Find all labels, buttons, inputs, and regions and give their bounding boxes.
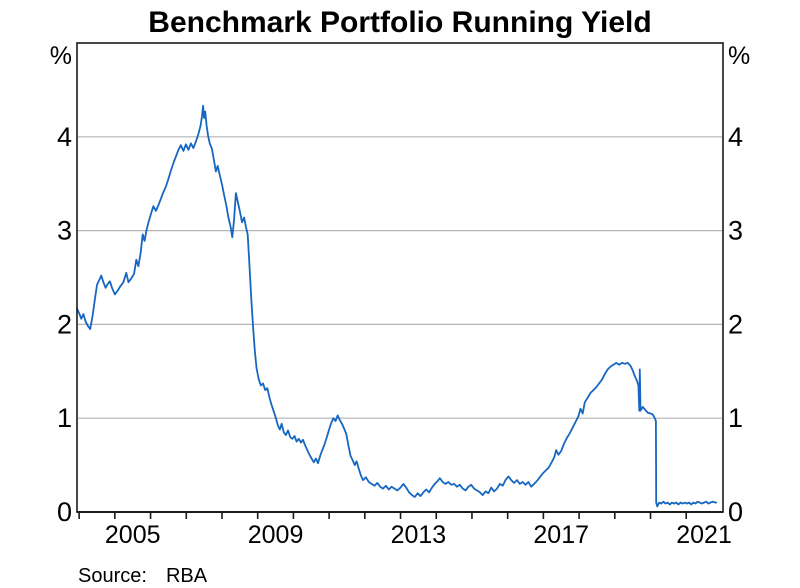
plot-frame — [76, 42, 724, 513]
y-tick-label-right-0: 0 — [728, 497, 743, 527]
gridlines — [78, 136, 722, 419]
axis-ticks — [78, 512, 688, 519]
y-tick-label-right-1: 1 — [728, 403, 743, 433]
x-tick-label-2013: 2013 — [391, 521, 447, 549]
plot-frame-group — [76, 42, 724, 513]
y-axis-unit-right: % — [728, 42, 750, 70]
y-tick-label-right-2: 2 — [728, 309, 743, 339]
source-note: Source: RBA — [78, 565, 207, 588]
y-axis-unit-left: % — [50, 42, 72, 70]
x-tick-label-2009: 2009 — [248, 521, 304, 549]
x-tick-label-2005: 2005 — [105, 521, 161, 549]
y-tick-label-right-4: 4 — [728, 122, 743, 152]
y-tick-label-left-2: 2 — [57, 309, 72, 339]
y-tick-label-left-3: 3 — [57, 216, 72, 246]
y-tick-label-left-0: 0 — [57, 497, 72, 527]
y-tick-label-left-1: 1 — [57, 403, 72, 433]
y-tick-label-right-3: 3 — [728, 216, 743, 246]
x-tick-label-2017: 2017 — [533, 521, 589, 549]
source-value: RBA — [165, 565, 208, 587]
yield-line — [76, 104, 718, 508]
source-label: Source: — [78, 565, 147, 587]
y-tick-label-left-4: 4 — [57, 122, 72, 152]
yield-line-group — [76, 104, 718, 508]
chart-title: Benchmark Portfolio Running Yield — [148, 6, 652, 39]
x-tick-label-2021: 2021 — [676, 521, 732, 549]
